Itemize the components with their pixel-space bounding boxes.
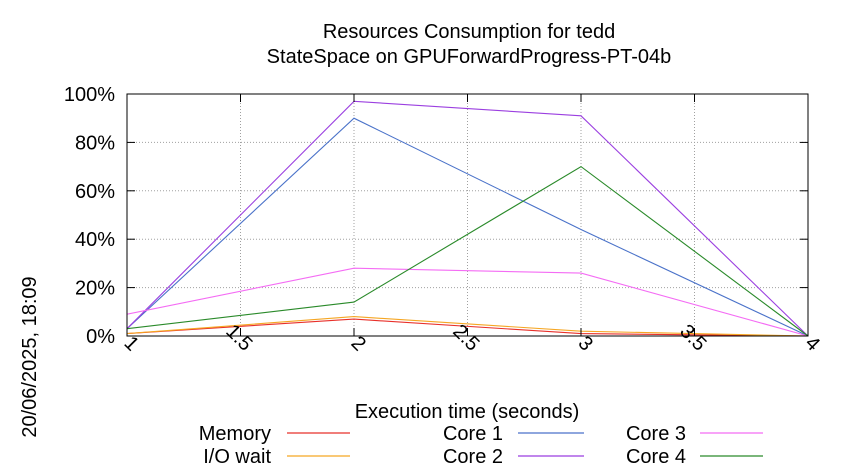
y-tick-label: 20% [75, 278, 115, 300]
series-line-core-3 [126, 267, 809, 337]
x-tick-label: 3.5 [675, 320, 710, 355]
legend-label: Core 1 [443, 423, 503, 445]
chart-subtitle: StateSpace on GPUForwardProgress-PT-04b [267, 46, 672, 68]
legend-label: Memory [199, 423, 271, 445]
legend-label: Core 3 [626, 423, 686, 445]
legend-label: I/O wait [203, 446, 271, 468]
timestamp: 20/06/2025, 18:09 [19, 276, 41, 437]
y-tick-label: 80% [75, 132, 115, 154]
y-tick-label: 100% [64, 84, 115, 106]
chart-title: Resources Consumption for tedd [323, 21, 615, 43]
grid-lines [127, 94, 808, 336]
series-line-core-1 [126, 117, 809, 337]
x-axis-label: Execution time (seconds) [355, 401, 580, 423]
y-axis-ticks: 0% 20% 40% 60% 80% 100% [64, 84, 808, 348]
legend-label: Core 2 [443, 446, 503, 468]
series-line-core-4 [126, 165, 809, 337]
series-line-core-2 [126, 100, 809, 337]
y-tick-label: 40% [75, 229, 115, 251]
x-axis-ticks: 1 1.5 2 2.5 3 3.5 4 [120, 94, 824, 356]
y-tick-label: 60% [75, 181, 115, 203]
y-tick-label: 0% [86, 326, 115, 348]
x-tick-label: 1 [120, 332, 143, 355]
legend-label: Core 4 [626, 446, 686, 468]
